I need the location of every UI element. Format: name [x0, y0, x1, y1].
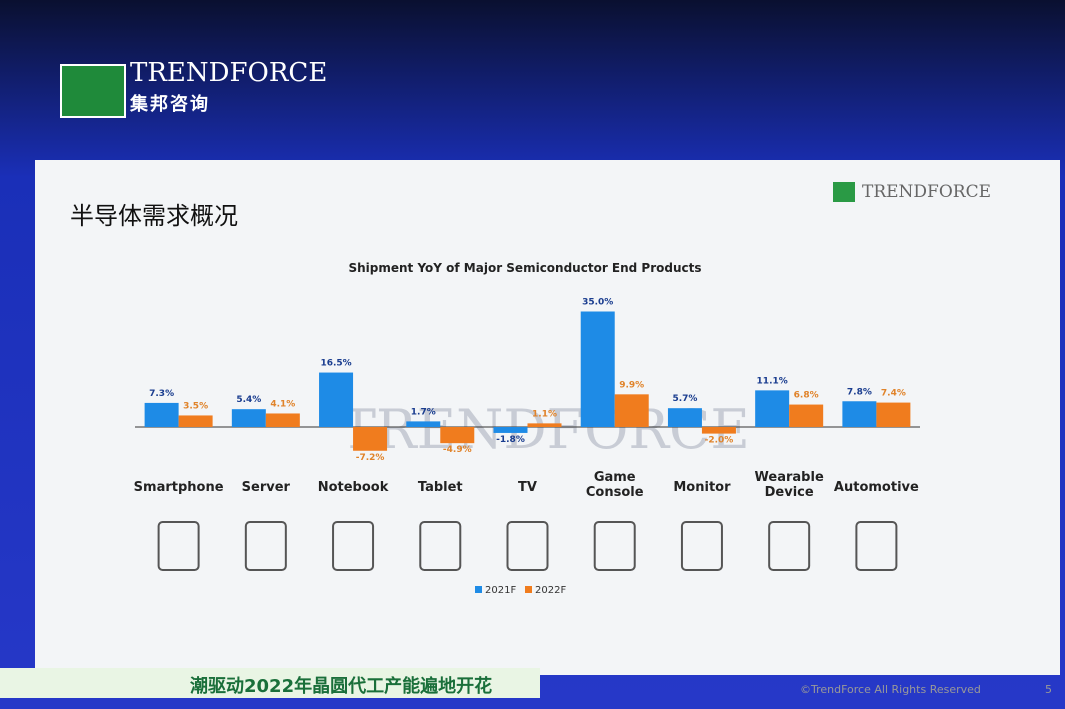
- bar: [231, 409, 266, 427]
- product-icon: [332, 521, 375, 571]
- value-label: 6.8%: [794, 391, 819, 401]
- value-label: 7.8%: [847, 387, 872, 397]
- product-icon: [157, 521, 200, 571]
- value-label: 11.1%: [757, 376, 788, 386]
- value-label: 16.5%: [320, 359, 351, 369]
- bar: [527, 423, 562, 427]
- value-label: 7.4%: [881, 389, 906, 399]
- value-label: 35.0%: [582, 298, 613, 308]
- page-number: 5: [1045, 683, 1052, 696]
- product-icon: [419, 521, 462, 571]
- slide-title: 半导体需求概况: [70, 202, 238, 230]
- value-label: 7.3%: [149, 389, 174, 399]
- bar: [701, 427, 736, 434]
- bar: [178, 415, 213, 427]
- category-label: Notebook: [317, 480, 389, 495]
- value-label: -4.9%: [443, 445, 472, 455]
- category-label: Smartphone: [133, 480, 224, 495]
- value-label: -1.8%: [496, 435, 525, 445]
- value-label: 3.5%: [183, 401, 208, 411]
- category-label: TV: [518, 480, 537, 495]
- value-label: 1.7%: [411, 407, 436, 417]
- product-icon: [244, 521, 287, 571]
- legend-swatch: [475, 586, 482, 593]
- product-icon: [593, 521, 636, 571]
- category-label: Game Console: [585, 470, 644, 500]
- product-icon: [506, 521, 549, 571]
- value-label: 9.9%: [619, 380, 644, 390]
- category-label: Wearable Device: [754, 470, 824, 500]
- slide-logo: TRENDFORCE: [862, 182, 992, 202]
- bar: [319, 372, 354, 427]
- chart-title: Shipment YoY of Major Semiconductor End …: [348, 261, 701, 275]
- product-icon: [855, 521, 898, 571]
- product-icon: [768, 521, 811, 571]
- brand-cn: 集邦咨询: [130, 94, 210, 115]
- value-label: 1.1%: [532, 409, 557, 419]
- bar: [265, 413, 300, 427]
- banner-bg: [0, 668, 540, 698]
- legend-label: 2021F: [485, 585, 516, 596]
- bar: [144, 402, 179, 427]
- bar: [842, 401, 877, 427]
- value-label: -7.2%: [356, 453, 385, 463]
- bar: [667, 408, 702, 427]
- bar: [493, 427, 528, 433]
- bar: [353, 427, 388, 451]
- category-label: Server: [241, 480, 290, 495]
- value-label: 5.4%: [236, 395, 261, 405]
- bar: [580, 311, 615, 427]
- bar: [406, 421, 441, 427]
- bar: [440, 427, 475, 444]
- legend-swatch: [525, 586, 532, 593]
- copyright: ©TrendForce All Rights Reserved: [800, 683, 981, 696]
- bar: [789, 404, 824, 427]
- logo-mark: [60, 64, 126, 118]
- category-label: Tablet: [417, 480, 463, 495]
- category-label: Monitor: [673, 480, 731, 495]
- brand: TRENDFORCE: [130, 58, 328, 88]
- product-icon: [680, 521, 723, 571]
- category-label: Automotive: [833, 480, 919, 495]
- value-label: -2.0%: [705, 436, 734, 446]
- banner: 潮驱动2022年晶圆代工产能遍地开花: [190, 676, 493, 697]
- value-label: 4.1%: [270, 399, 295, 409]
- bar: [755, 390, 790, 427]
- bar: [614, 394, 649, 427]
- legend-label: 2022F: [535, 585, 566, 596]
- bar: [876, 402, 911, 427]
- slide-logo-mark: [833, 182, 855, 202]
- value-label: 5.7%: [672, 394, 697, 404]
